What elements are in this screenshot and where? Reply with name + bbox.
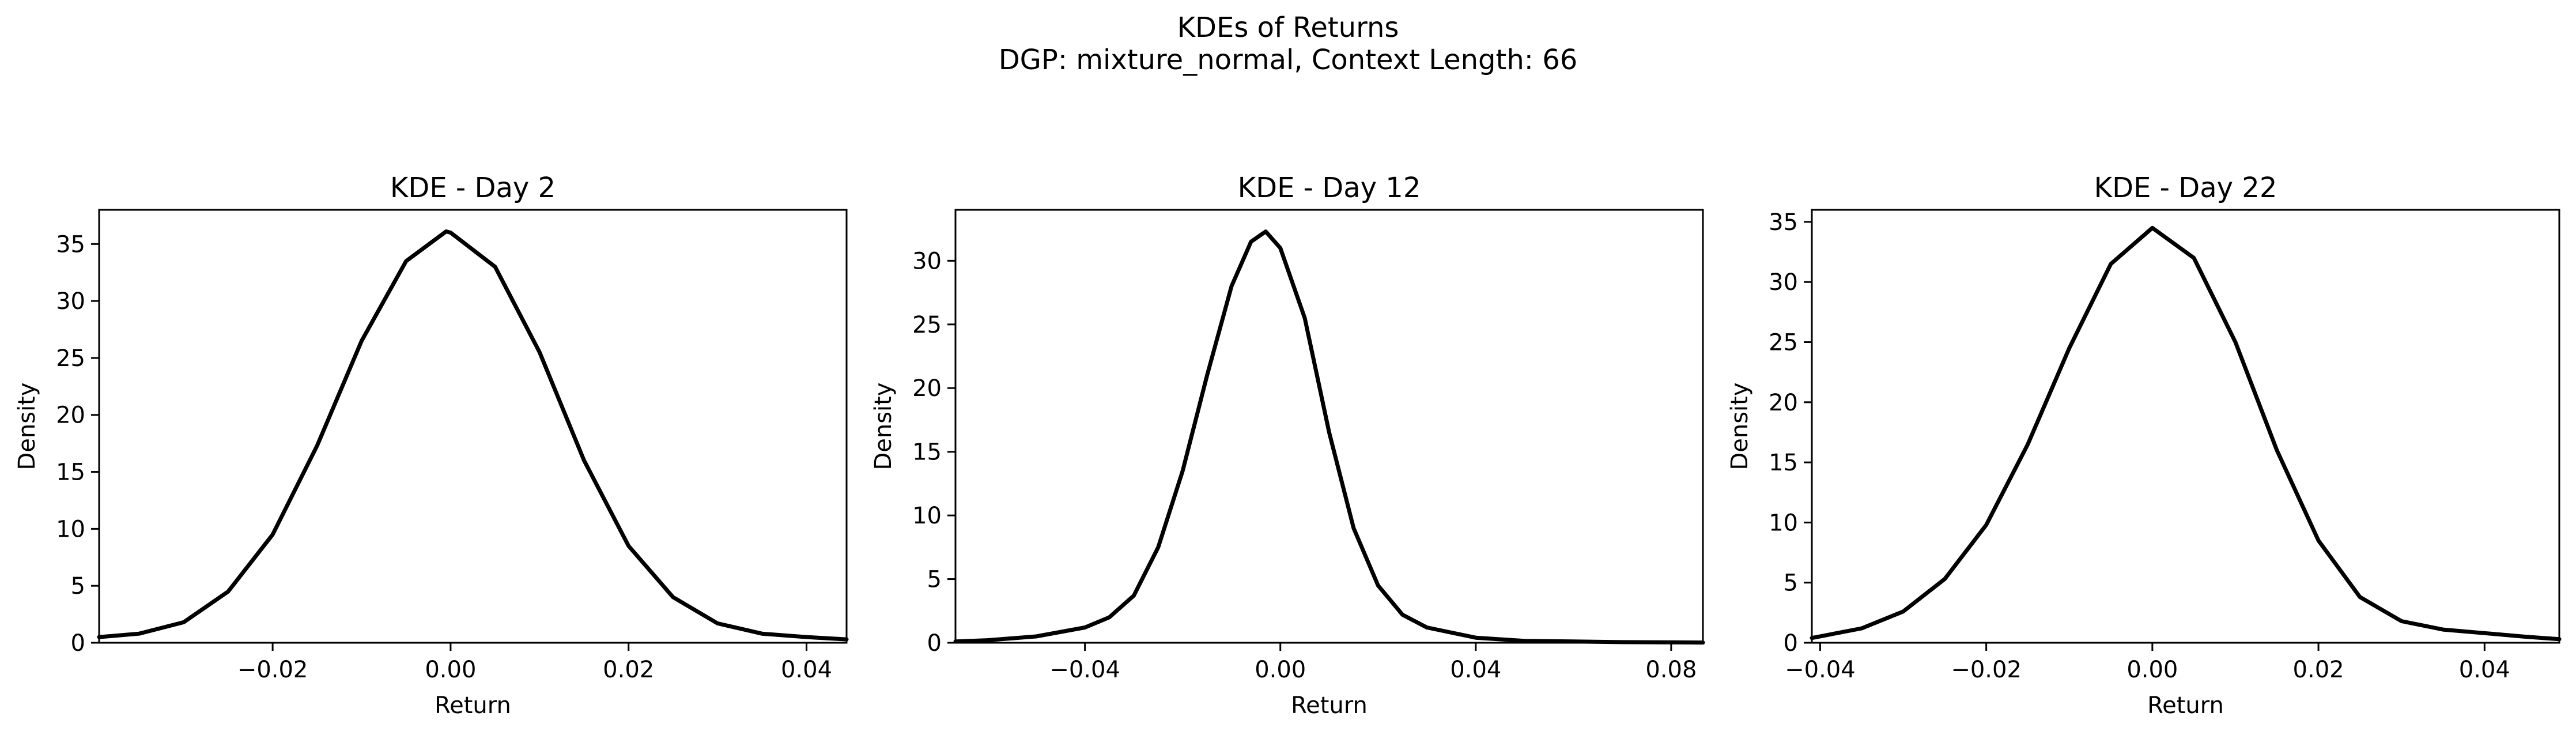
x-tick-label: 0.00: [425, 657, 476, 683]
x-tick-label: −0.02: [237, 657, 308, 683]
y-tick-label: 0: [1784, 630, 1798, 657]
subplot-2: −0.04 0.00 0.04 0.08 0 5 10 15 20 25 30 KDE - Day 1…: [870, 172, 1705, 719]
y-axis-label: Density: [14, 382, 40, 470]
y-tick-label: 30: [1769, 269, 1798, 296]
y-axis-label: Density: [870, 382, 897, 470]
x-axis-label: Return: [1291, 692, 1368, 719]
y-tick-label: 10: [1769, 510, 1798, 536]
kde-curve: [953, 229, 1705, 645]
y-tick-label: 25: [912, 312, 942, 338]
subplot-title: KDE - Day 2: [390, 172, 556, 204]
x-axis-label: Return: [2147, 692, 2224, 719]
x-tick-label: 0.04: [2459, 657, 2510, 683]
y-tick-label: 0: [71, 630, 85, 657]
figure-title: KDEs of Returns: [1177, 12, 1399, 44]
plot-area-frame: [954, 209, 1704, 644]
x-tick-label: 0.04: [781, 657, 832, 683]
y-axis-label: Density: [1727, 382, 1753, 470]
x-tick-label: −0.02: [1951, 657, 2022, 683]
y-tick-label: 25: [1769, 329, 1798, 356]
y-tick-label: 25: [56, 345, 85, 372]
x-tick-label: 0.00: [1255, 657, 1306, 683]
x-tick-label: 0.02: [603, 657, 654, 683]
subplot-1: −0.02 0.00 0.02 0.04 0 5 10 15 20 25 30 35 KDE - Day…: [14, 172, 849, 719]
y-tick-label: 20: [1769, 390, 1798, 416]
y-tick-label: 15: [1769, 450, 1798, 476]
y-tick-label: 35: [56, 231, 85, 258]
x-tick-label: 0.04: [1450, 657, 1501, 683]
y-tick-label: 5: [927, 567, 942, 593]
x-tick-label: 0.02: [2293, 657, 2344, 683]
x-tick-label: 0.00: [2126, 657, 2178, 683]
y-tick-label: 30: [56, 288, 85, 315]
y-tick-label: 15: [56, 459, 85, 486]
y-tick-label: 20: [912, 375, 942, 402]
subplot-3: −0.04 −0.02 0.00 0.02 0.04 0 5 10 15 20 25 30 35 KDE …: [1727, 172, 2562, 719]
plot-area-frame: [1811, 209, 2560, 644]
x-axis-label: Return: [435, 692, 511, 719]
y-tick-label: 20: [56, 402, 85, 429]
subplots: −0.02 0.00 0.02 0.04 0 5 10 15 20 25 30 35 KDE - Day…: [14, 172, 2562, 719]
y-tick-label: 10: [912, 503, 942, 529]
figure-subtitle: DGP: mixture_normal, Context Length: 66: [999, 44, 1578, 76]
plot-area-frame: [98, 209, 848, 644]
x-tick-label: −0.04: [1785, 657, 1856, 683]
kde-curve: [1810, 225, 2562, 642]
y-tick-label: 35: [1769, 209, 1798, 236]
y-tick-label: 15: [912, 439, 942, 466]
x-tick-label: 0.08: [1645, 657, 1697, 683]
y-tick-label: 0: [927, 630, 942, 657]
subplot-title: KDE - Day 12: [1238, 172, 1421, 204]
kde-curve: [97, 229, 849, 642]
y-tick-label: 5: [71, 573, 85, 600]
x-tick-label: −0.04: [1049, 657, 1120, 683]
y-tick-label: 30: [912, 248, 942, 274]
subplot-title: KDE - Day 22: [2094, 172, 2277, 204]
y-tick-label: 10: [56, 516, 85, 542]
y-tick-label: 5: [1784, 570, 1798, 597]
